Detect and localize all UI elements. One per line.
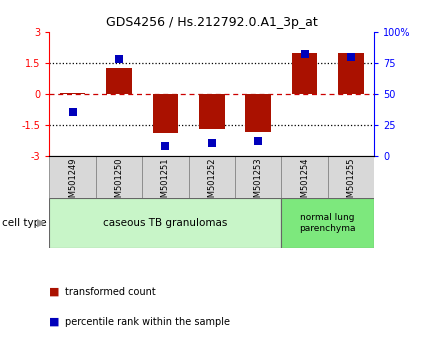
Text: ■: ■ <box>49 287 60 297</box>
Text: caseous TB granulomas: caseous TB granulomas <box>103 218 227 228</box>
Point <box>209 141 215 146</box>
Text: normal lung
parenchyma: normal lung parenchyma <box>299 213 356 233</box>
Text: GSM501255: GSM501255 <box>347 157 356 207</box>
Bar <box>49 156 96 198</box>
Text: transformed count: transformed count <box>64 287 155 297</box>
Bar <box>199 94 224 129</box>
Bar <box>49 198 281 248</box>
Bar <box>338 52 364 94</box>
Bar <box>235 156 281 198</box>
Text: GSM501251: GSM501251 <box>161 157 170 207</box>
Text: GSM501253: GSM501253 <box>254 157 263 208</box>
Point <box>116 56 123 62</box>
Point <box>255 138 261 144</box>
Bar <box>142 156 189 198</box>
Point <box>347 54 354 59</box>
Bar <box>106 68 132 94</box>
Point <box>69 110 76 115</box>
Bar <box>281 156 328 198</box>
Title: GDS4256 / Hs.212792.0.A1_3p_at: GDS4256 / Hs.212792.0.A1_3p_at <box>106 16 318 29</box>
Bar <box>96 156 142 198</box>
Text: GSM501254: GSM501254 <box>300 157 309 207</box>
Text: GSM501252: GSM501252 <box>207 157 216 207</box>
Point <box>301 51 308 57</box>
Bar <box>189 156 235 198</box>
Bar <box>292 52 317 94</box>
Text: ■: ■ <box>49 317 60 327</box>
Text: GSM501249: GSM501249 <box>68 157 77 207</box>
Text: cell type: cell type <box>2 218 47 228</box>
Bar <box>328 156 374 198</box>
Bar <box>281 198 374 248</box>
Text: ▶: ▶ <box>37 218 45 228</box>
Point <box>162 143 169 149</box>
Bar <box>60 93 86 94</box>
Bar <box>246 94 271 132</box>
Bar <box>153 94 178 133</box>
Text: percentile rank within the sample: percentile rank within the sample <box>64 317 230 327</box>
Text: GSM501250: GSM501250 <box>114 157 123 207</box>
